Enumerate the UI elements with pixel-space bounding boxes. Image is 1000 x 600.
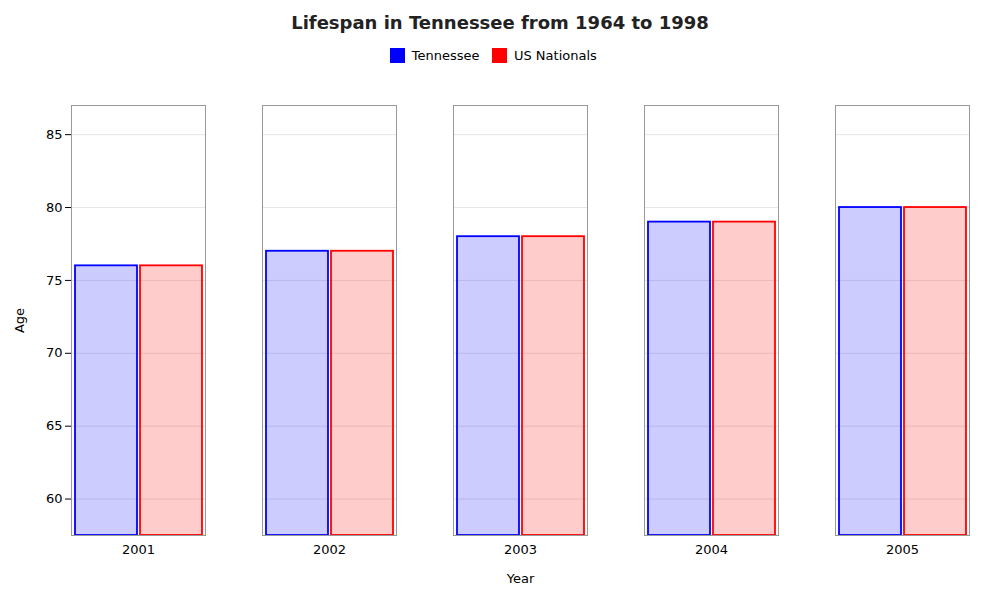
svg-text:2002: 2002 xyxy=(313,541,346,556)
svg-text:2005: 2005 xyxy=(886,541,919,556)
html-text:Tennessee: Tennessee xyxy=(411,48,480,63)
svg-text:85: 85 xyxy=(46,126,63,141)
svg-text:80: 80 xyxy=(46,199,63,214)
svg-text:Age: Age xyxy=(12,307,27,332)
html-text:Lifespan in Tennessee from 196: Lifespan in Tennessee from 1964 to 1998 xyxy=(291,12,709,33)
svg-text:65: 65 xyxy=(46,418,63,433)
svg-text:2001: 2001 xyxy=(122,541,155,556)
svg-text:75: 75 xyxy=(46,272,63,287)
svg-text:2003: 2003 xyxy=(504,541,537,556)
svg-text:70: 70 xyxy=(46,345,63,360)
svg-text:Year: Year xyxy=(506,570,535,585)
html-text:US Nationals: US Nationals xyxy=(514,48,597,63)
svg-text:2004: 2004 xyxy=(695,541,728,556)
svg-text:60: 60 xyxy=(46,491,63,506)
